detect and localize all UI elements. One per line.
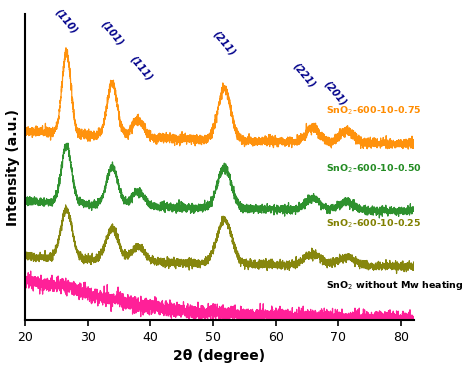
Text: SnO$_2$-600-10-0.75: SnO$_2$-600-10-0.75 xyxy=(326,104,422,117)
Text: (110): (110) xyxy=(53,7,80,36)
Text: (221): (221) xyxy=(291,61,317,90)
Text: (101): (101) xyxy=(99,19,126,48)
Text: SnO$_2$-600-10-0.50: SnO$_2$-600-10-0.50 xyxy=(326,162,422,175)
Text: SnO$_2$-600-10-0.25: SnO$_2$-600-10-0.25 xyxy=(326,218,421,230)
Text: (201): (201) xyxy=(322,79,348,107)
Y-axis label: Intensity (a.u.): Intensity (a.u.) xyxy=(6,109,19,226)
Text: (211): (211) xyxy=(211,29,237,58)
Text: SnO$_2$ without Mw heating: SnO$_2$ without Mw heating xyxy=(326,279,464,292)
X-axis label: 2θ (degree): 2θ (degree) xyxy=(173,349,265,363)
Text: (111): (111) xyxy=(128,54,154,83)
